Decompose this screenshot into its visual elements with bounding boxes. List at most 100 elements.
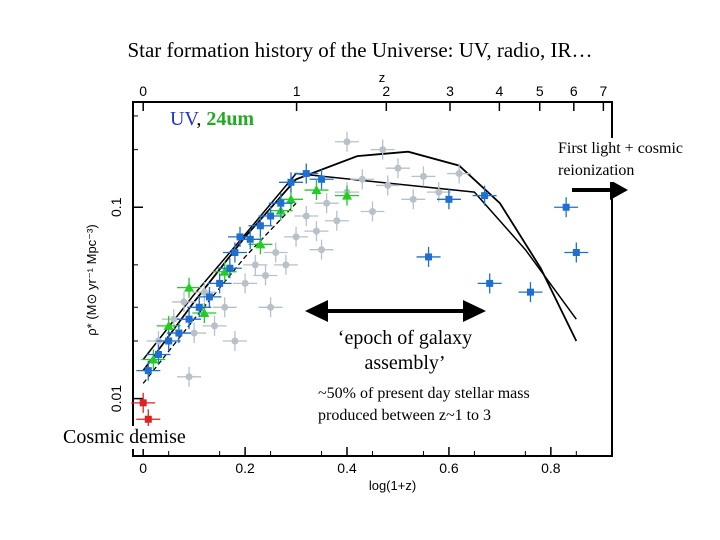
stellar-note-line1: ~50% of present day stellar mass xyxy=(318,385,530,402)
data-point-other xyxy=(369,208,376,216)
data-point-uv xyxy=(185,315,193,323)
data-point-other xyxy=(333,217,341,225)
data-point-other xyxy=(241,279,249,287)
data-point-other xyxy=(282,261,290,269)
data-point-uv xyxy=(165,337,173,345)
z-tick-label: 2 xyxy=(382,83,390,99)
first-light-line1: First light + cosmic xyxy=(558,140,684,157)
z-axis-label: z xyxy=(379,70,386,85)
x-tick-label: 0.2 xyxy=(235,460,255,476)
legend-uv: UV xyxy=(170,108,197,130)
data-point-uv xyxy=(445,195,453,203)
data-point-other xyxy=(379,146,387,154)
epoch-arrow-left-head xyxy=(305,300,328,322)
data-point-24um xyxy=(148,354,159,364)
data-point-uv xyxy=(572,249,580,257)
z-tick-label: 1 xyxy=(293,83,301,99)
data-point-uv xyxy=(256,222,264,230)
data-point-other xyxy=(312,227,320,235)
data-point-other xyxy=(394,164,402,172)
data-point-local xyxy=(139,399,147,407)
data-point-other xyxy=(190,329,198,337)
data-point-uv xyxy=(144,367,152,375)
z-tick-label: 4 xyxy=(495,83,503,99)
data-point-other xyxy=(185,373,193,381)
slide-title: Star formation history of the Universe: … xyxy=(127,38,593,62)
data-point-other xyxy=(455,170,463,178)
data-point-other xyxy=(409,195,417,203)
data-point-uv xyxy=(562,203,570,211)
data-point-uv xyxy=(318,175,326,183)
z-tick-label: 0 xyxy=(139,83,147,99)
cosmic-demise-label: Cosmic demise xyxy=(63,426,186,449)
y-tick-label: 0.1 xyxy=(108,197,124,217)
z-tick-label: 6 xyxy=(570,83,578,99)
epoch-arrow-right-head xyxy=(463,300,486,322)
data-point-24um xyxy=(285,194,296,204)
data-point-uv xyxy=(216,279,224,287)
data-point-other xyxy=(272,249,280,257)
data-point-uv xyxy=(526,288,534,296)
first-light-arrow-head xyxy=(610,180,628,200)
epoch-line2: assembly’ xyxy=(364,352,446,374)
x-axis-label: log(1+z) xyxy=(369,478,416,493)
data-point-other xyxy=(323,199,331,207)
stellar-note-line2: produced between z~1 to 3 xyxy=(318,407,492,424)
data-point-24um xyxy=(342,190,353,200)
x-tick-label: 0.8 xyxy=(541,460,561,476)
data-point-other xyxy=(435,188,443,196)
data-point-other xyxy=(318,246,326,254)
data-point-uv xyxy=(302,170,310,178)
data-point-24um xyxy=(255,239,266,249)
data-point-uv xyxy=(205,293,213,301)
data-point-24um xyxy=(219,266,230,276)
first-light-note: First light + cosmic reionization xyxy=(558,138,718,182)
data-point-other xyxy=(292,233,300,241)
z-tick-label: 3 xyxy=(446,83,454,99)
z-tick-label: 5 xyxy=(536,83,544,99)
legend-separator: , xyxy=(196,108,207,130)
data-point-other xyxy=(211,322,219,330)
data-point-24um xyxy=(199,308,210,318)
data-point-24um xyxy=(163,320,174,330)
data-point-uv xyxy=(236,233,244,241)
data-point-uv xyxy=(226,264,234,272)
data-point-uv xyxy=(267,212,275,220)
legend-24um: 24um xyxy=(206,108,255,130)
data-point-24um xyxy=(311,185,322,195)
data-point-uv xyxy=(195,303,203,311)
first-light-line2: reionization xyxy=(558,162,635,179)
data-point-uv xyxy=(277,199,285,207)
data-point-uv xyxy=(287,178,295,186)
data-point-other xyxy=(180,298,188,306)
data-point-uv xyxy=(154,350,162,358)
data-point-24um xyxy=(184,282,195,292)
y-tick-label: 0.01 xyxy=(108,385,124,412)
data-point-uv xyxy=(486,279,494,287)
x-tick-label: 0 xyxy=(139,460,147,476)
plot-axes: 0 0.2 0.4 0.6 0.8 log(1+z) 0 1 2 3 4 5 6 7 z 0.01 0.1 ρ* … xyxy=(84,70,613,493)
data-point-uv xyxy=(175,329,183,337)
epoch-label: ‘epoch of galaxy assembly’ xyxy=(320,326,490,376)
data-point-other xyxy=(221,303,229,311)
stellar-mass-note: ~50% of present day stellar mass produce… xyxy=(318,383,598,427)
legend-label: UV, 24um xyxy=(166,108,259,131)
data-point-other xyxy=(343,138,351,146)
data-point-other xyxy=(267,303,275,311)
data-point-uv xyxy=(246,235,254,243)
z-tick-label: 7 xyxy=(599,83,607,99)
epoch-line1: ‘epoch of galaxy xyxy=(337,327,473,349)
data-point-other xyxy=(419,172,427,180)
data-point-other xyxy=(358,175,366,183)
data-point-uv xyxy=(481,192,489,200)
data-point-other xyxy=(170,315,178,323)
y-axis-label: ρ* (M⊙ yr⁻¹ Mpc⁻³) xyxy=(84,224,99,335)
x-tick-label: 0.6 xyxy=(439,460,459,476)
data-markers xyxy=(131,131,589,430)
data-point-uv xyxy=(425,253,433,261)
annotations xyxy=(305,180,628,322)
data-point-uv xyxy=(231,249,239,257)
data-point-other xyxy=(261,271,269,279)
data-point-other xyxy=(302,212,310,220)
data-point-other xyxy=(231,337,239,345)
